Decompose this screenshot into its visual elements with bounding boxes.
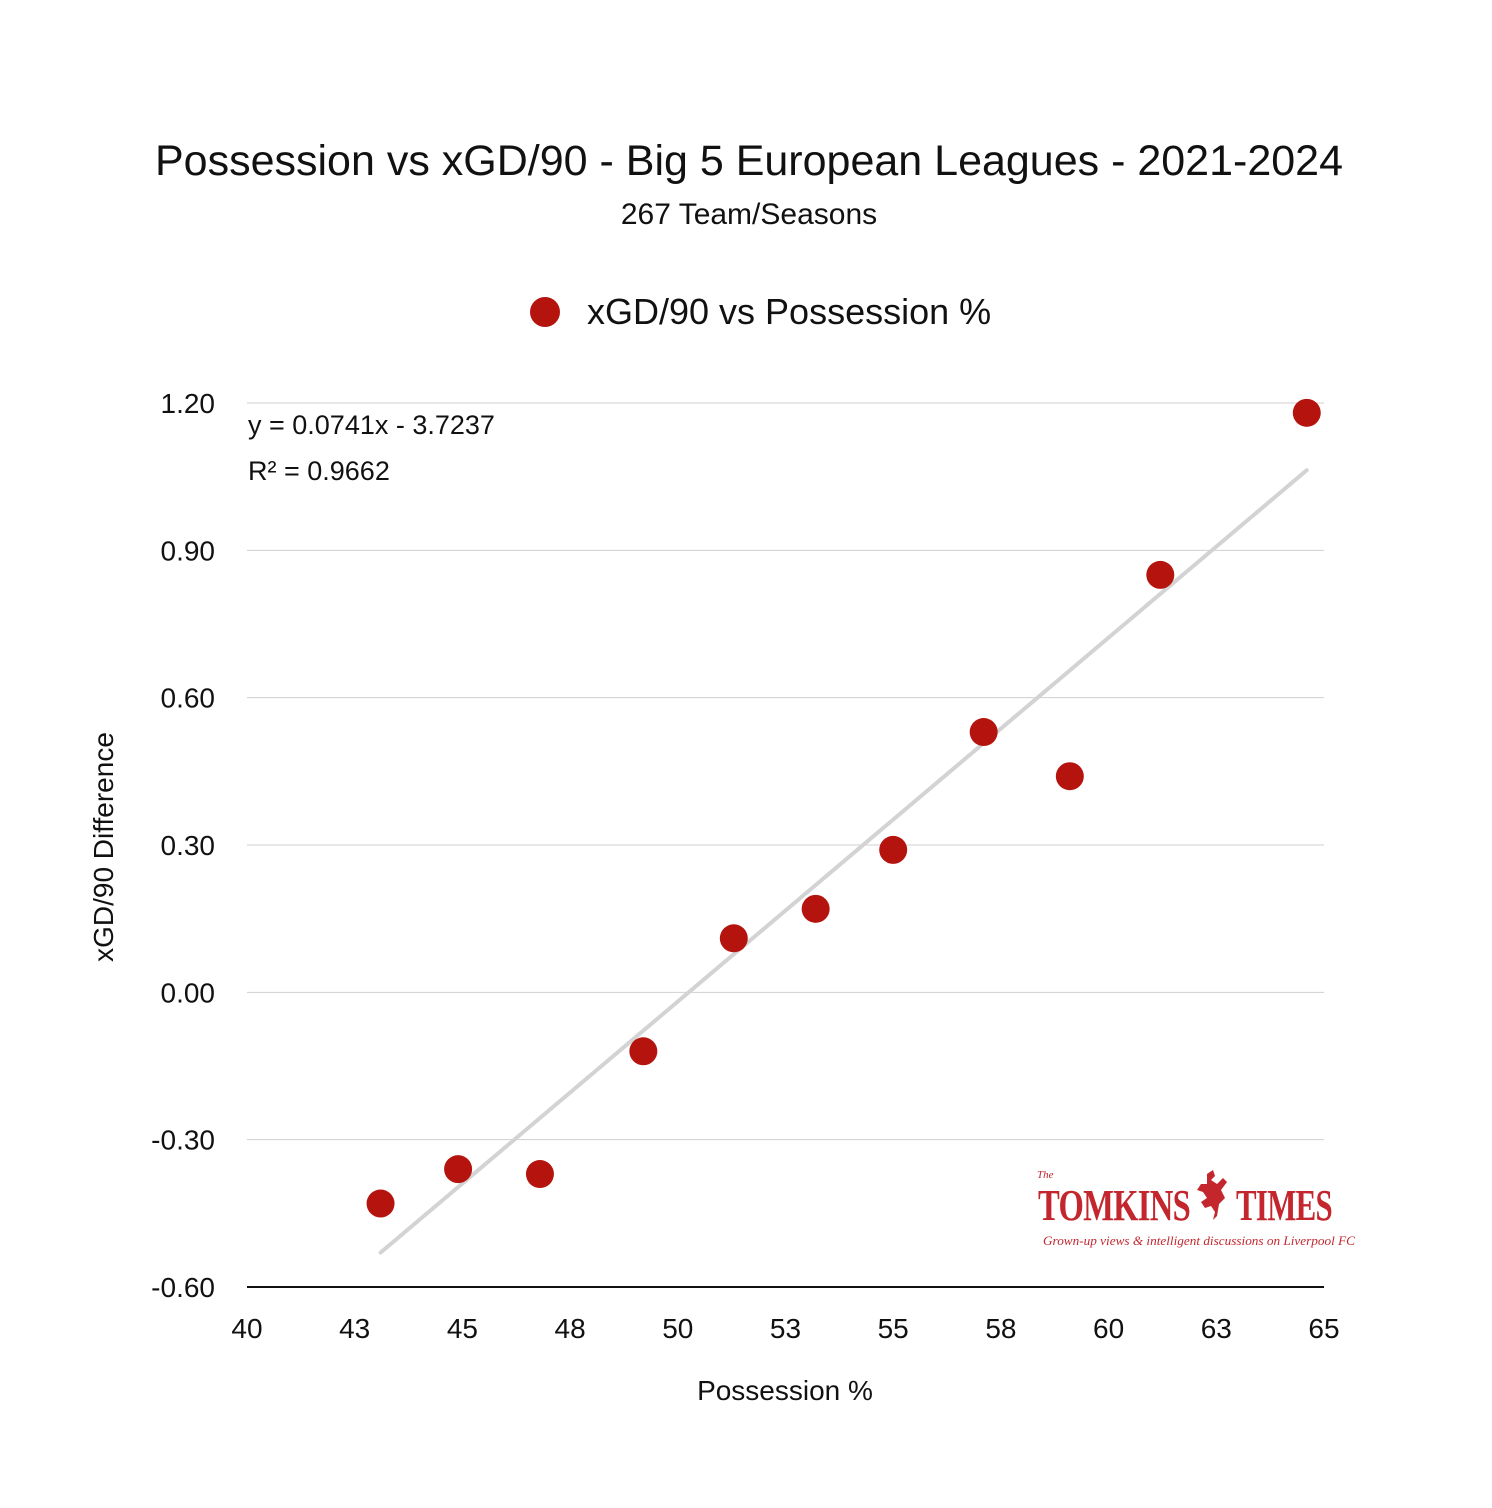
data-point (801, 894, 830, 923)
data-points (366, 398, 1321, 1218)
legend: xGD/90 vs Possession % (530, 291, 991, 332)
y-tick-label: 0.30 (161, 830, 216, 861)
liverbird-icon (1197, 1170, 1227, 1220)
data-point (969, 718, 998, 747)
data-point (1146, 560, 1175, 589)
y-tick-label: -0.60 (151, 1272, 215, 1303)
x-tick-label: 43 (339, 1313, 370, 1344)
logo-name-right: TIMES (1236, 1181, 1332, 1230)
data-point (366, 1189, 395, 1218)
x-tick-label: 55 (878, 1313, 909, 1344)
x-tick-label: 60 (1093, 1313, 1124, 1344)
x-tick-label: 50 (662, 1313, 693, 1344)
y-tick-label: 0.00 (161, 977, 216, 1008)
x-tick-label: 58 (985, 1313, 1016, 1344)
data-point (719, 924, 748, 953)
legend-label: xGD/90 vs Possession % (587, 291, 991, 332)
x-tick-label: 45 (447, 1313, 478, 1344)
x-axis-label: Possession % (697, 1375, 873, 1406)
data-point (1292, 398, 1321, 427)
x-tick-label: 63 (1201, 1313, 1232, 1344)
chart-title: Possession vs xGD/90 - Big 5 European Le… (155, 137, 1343, 185)
data-point (525, 1160, 554, 1189)
data-point (444, 1155, 473, 1184)
x-tick-label: 53 (770, 1313, 801, 1344)
trendline-r2: R² = 0.9662 (248, 456, 390, 486)
legend-marker (530, 297, 560, 327)
x-axis-ticks: 40 43 45 48 50 53 55 58 60 63 65 (231, 1313, 1339, 1344)
y-tick-label: 1.20 (161, 388, 216, 419)
tomkins-times-logo: The TOMKINS TIMES Grown-up views & intel… (1037, 1169, 1355, 1248)
data-point (629, 1037, 658, 1066)
y-axis-label: xGD/90 Difference (88, 732, 119, 962)
trendline-equation: y = 0.0741x - 3.7237 (248, 410, 495, 440)
x-tick-label: 40 (231, 1313, 262, 1344)
y-axis-ticks: -0.60 -0.30 0.00 0.30 0.60 0.90 1.20 (151, 388, 215, 1303)
logo-the: The (1037, 1169, 1054, 1181)
logo-tagline: Grown-up views & intelligent discussions… (1043, 1233, 1355, 1248)
y-tick-label: 0.90 (161, 535, 216, 566)
chart-subtitle: 267 Team/Seasons (621, 198, 877, 231)
trendline (378, 468, 1309, 1255)
data-point (1055, 762, 1084, 791)
y-tick-label: -0.30 (151, 1125, 215, 1156)
x-tick-label: 48 (555, 1313, 586, 1344)
gridlines (247, 402, 1324, 1141)
logo-name-left: TOMKINS (1038, 1181, 1190, 1230)
x-tick-label: 65 (1308, 1313, 1339, 1344)
y-tick-label: 0.60 (161, 683, 216, 714)
data-point (879, 835, 908, 864)
